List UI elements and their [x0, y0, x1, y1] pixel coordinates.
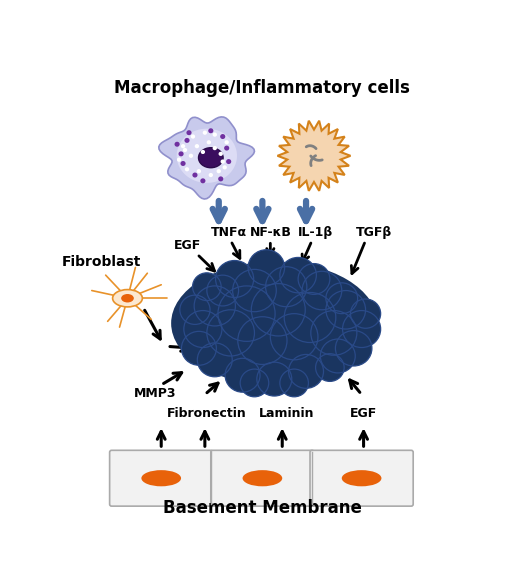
Circle shape — [311, 311, 357, 355]
Circle shape — [200, 178, 205, 183]
Circle shape — [186, 130, 191, 135]
Circle shape — [343, 311, 380, 347]
Circle shape — [181, 144, 185, 148]
FancyBboxPatch shape — [211, 450, 314, 506]
Circle shape — [298, 264, 330, 294]
Circle shape — [220, 134, 225, 139]
Circle shape — [251, 284, 305, 336]
Circle shape — [326, 291, 366, 329]
Circle shape — [351, 299, 380, 328]
Circle shape — [208, 128, 214, 133]
Circle shape — [207, 140, 211, 144]
Circle shape — [280, 257, 316, 293]
Text: EGF: EGF — [174, 239, 201, 252]
Polygon shape — [278, 121, 351, 191]
Circle shape — [177, 158, 181, 162]
Circle shape — [180, 295, 210, 325]
Circle shape — [183, 148, 187, 152]
Circle shape — [221, 159, 225, 163]
Circle shape — [302, 271, 342, 310]
Circle shape — [270, 314, 318, 360]
Ellipse shape — [121, 294, 134, 302]
Circle shape — [226, 159, 231, 164]
Circle shape — [218, 286, 275, 342]
Circle shape — [212, 146, 217, 150]
Circle shape — [257, 362, 292, 396]
Circle shape — [207, 310, 254, 356]
Circle shape — [191, 134, 195, 139]
Circle shape — [201, 150, 205, 154]
Ellipse shape — [199, 148, 223, 168]
Circle shape — [315, 354, 344, 381]
Circle shape — [193, 273, 221, 301]
Circle shape — [194, 286, 236, 326]
Circle shape — [240, 369, 269, 397]
FancyArrowPatch shape — [212, 201, 225, 221]
Circle shape — [207, 275, 239, 306]
Circle shape — [321, 339, 355, 373]
Circle shape — [248, 250, 285, 285]
Circle shape — [224, 140, 229, 144]
Circle shape — [184, 311, 222, 347]
Circle shape — [224, 145, 229, 151]
Circle shape — [223, 165, 227, 169]
Circle shape — [284, 292, 336, 342]
FancyBboxPatch shape — [110, 450, 213, 506]
Text: NF-κB: NF-κB — [249, 226, 291, 239]
Circle shape — [175, 142, 180, 146]
Text: MMP3: MMP3 — [134, 387, 177, 400]
Text: Fibronectin: Fibronectin — [167, 407, 247, 420]
Circle shape — [232, 270, 276, 312]
Text: Fibroblast: Fibroblast — [62, 255, 141, 270]
Circle shape — [193, 172, 198, 178]
Text: EGF: EGF — [350, 407, 377, 420]
Circle shape — [238, 316, 287, 364]
Ellipse shape — [141, 470, 181, 486]
Circle shape — [266, 267, 307, 306]
Polygon shape — [177, 129, 237, 183]
Circle shape — [335, 331, 372, 366]
Circle shape — [203, 131, 207, 135]
Text: IL-1β: IL-1β — [298, 226, 334, 239]
Circle shape — [216, 261, 253, 298]
Circle shape — [212, 132, 217, 137]
Text: Laminin: Laminin — [259, 407, 314, 420]
Circle shape — [289, 355, 324, 389]
Circle shape — [225, 358, 260, 392]
Circle shape — [180, 161, 186, 166]
Text: TGFβ: TGFβ — [355, 226, 392, 239]
Text: Macrophage/Inflammatory cells: Macrophage/Inflammatory cells — [115, 79, 410, 97]
Circle shape — [219, 152, 223, 156]
Circle shape — [185, 167, 189, 171]
Ellipse shape — [243, 470, 282, 486]
Circle shape — [181, 331, 217, 365]
FancyBboxPatch shape — [310, 450, 413, 506]
Circle shape — [189, 154, 193, 158]
Circle shape — [184, 138, 189, 143]
Circle shape — [195, 144, 199, 148]
Circle shape — [197, 343, 232, 377]
Polygon shape — [159, 117, 254, 199]
Circle shape — [218, 176, 223, 182]
Circle shape — [179, 151, 184, 156]
Circle shape — [208, 173, 213, 177]
FancyArrowPatch shape — [257, 201, 268, 221]
Circle shape — [280, 369, 308, 397]
Text: Basement Membrane: Basement Membrane — [163, 499, 362, 517]
Text: TNFα: TNFα — [210, 226, 247, 239]
Ellipse shape — [171, 262, 377, 385]
Ellipse shape — [113, 289, 142, 307]
Circle shape — [197, 169, 201, 173]
FancyArrowPatch shape — [300, 201, 312, 221]
Ellipse shape — [342, 470, 381, 486]
Circle shape — [217, 169, 221, 173]
Circle shape — [326, 283, 358, 314]
